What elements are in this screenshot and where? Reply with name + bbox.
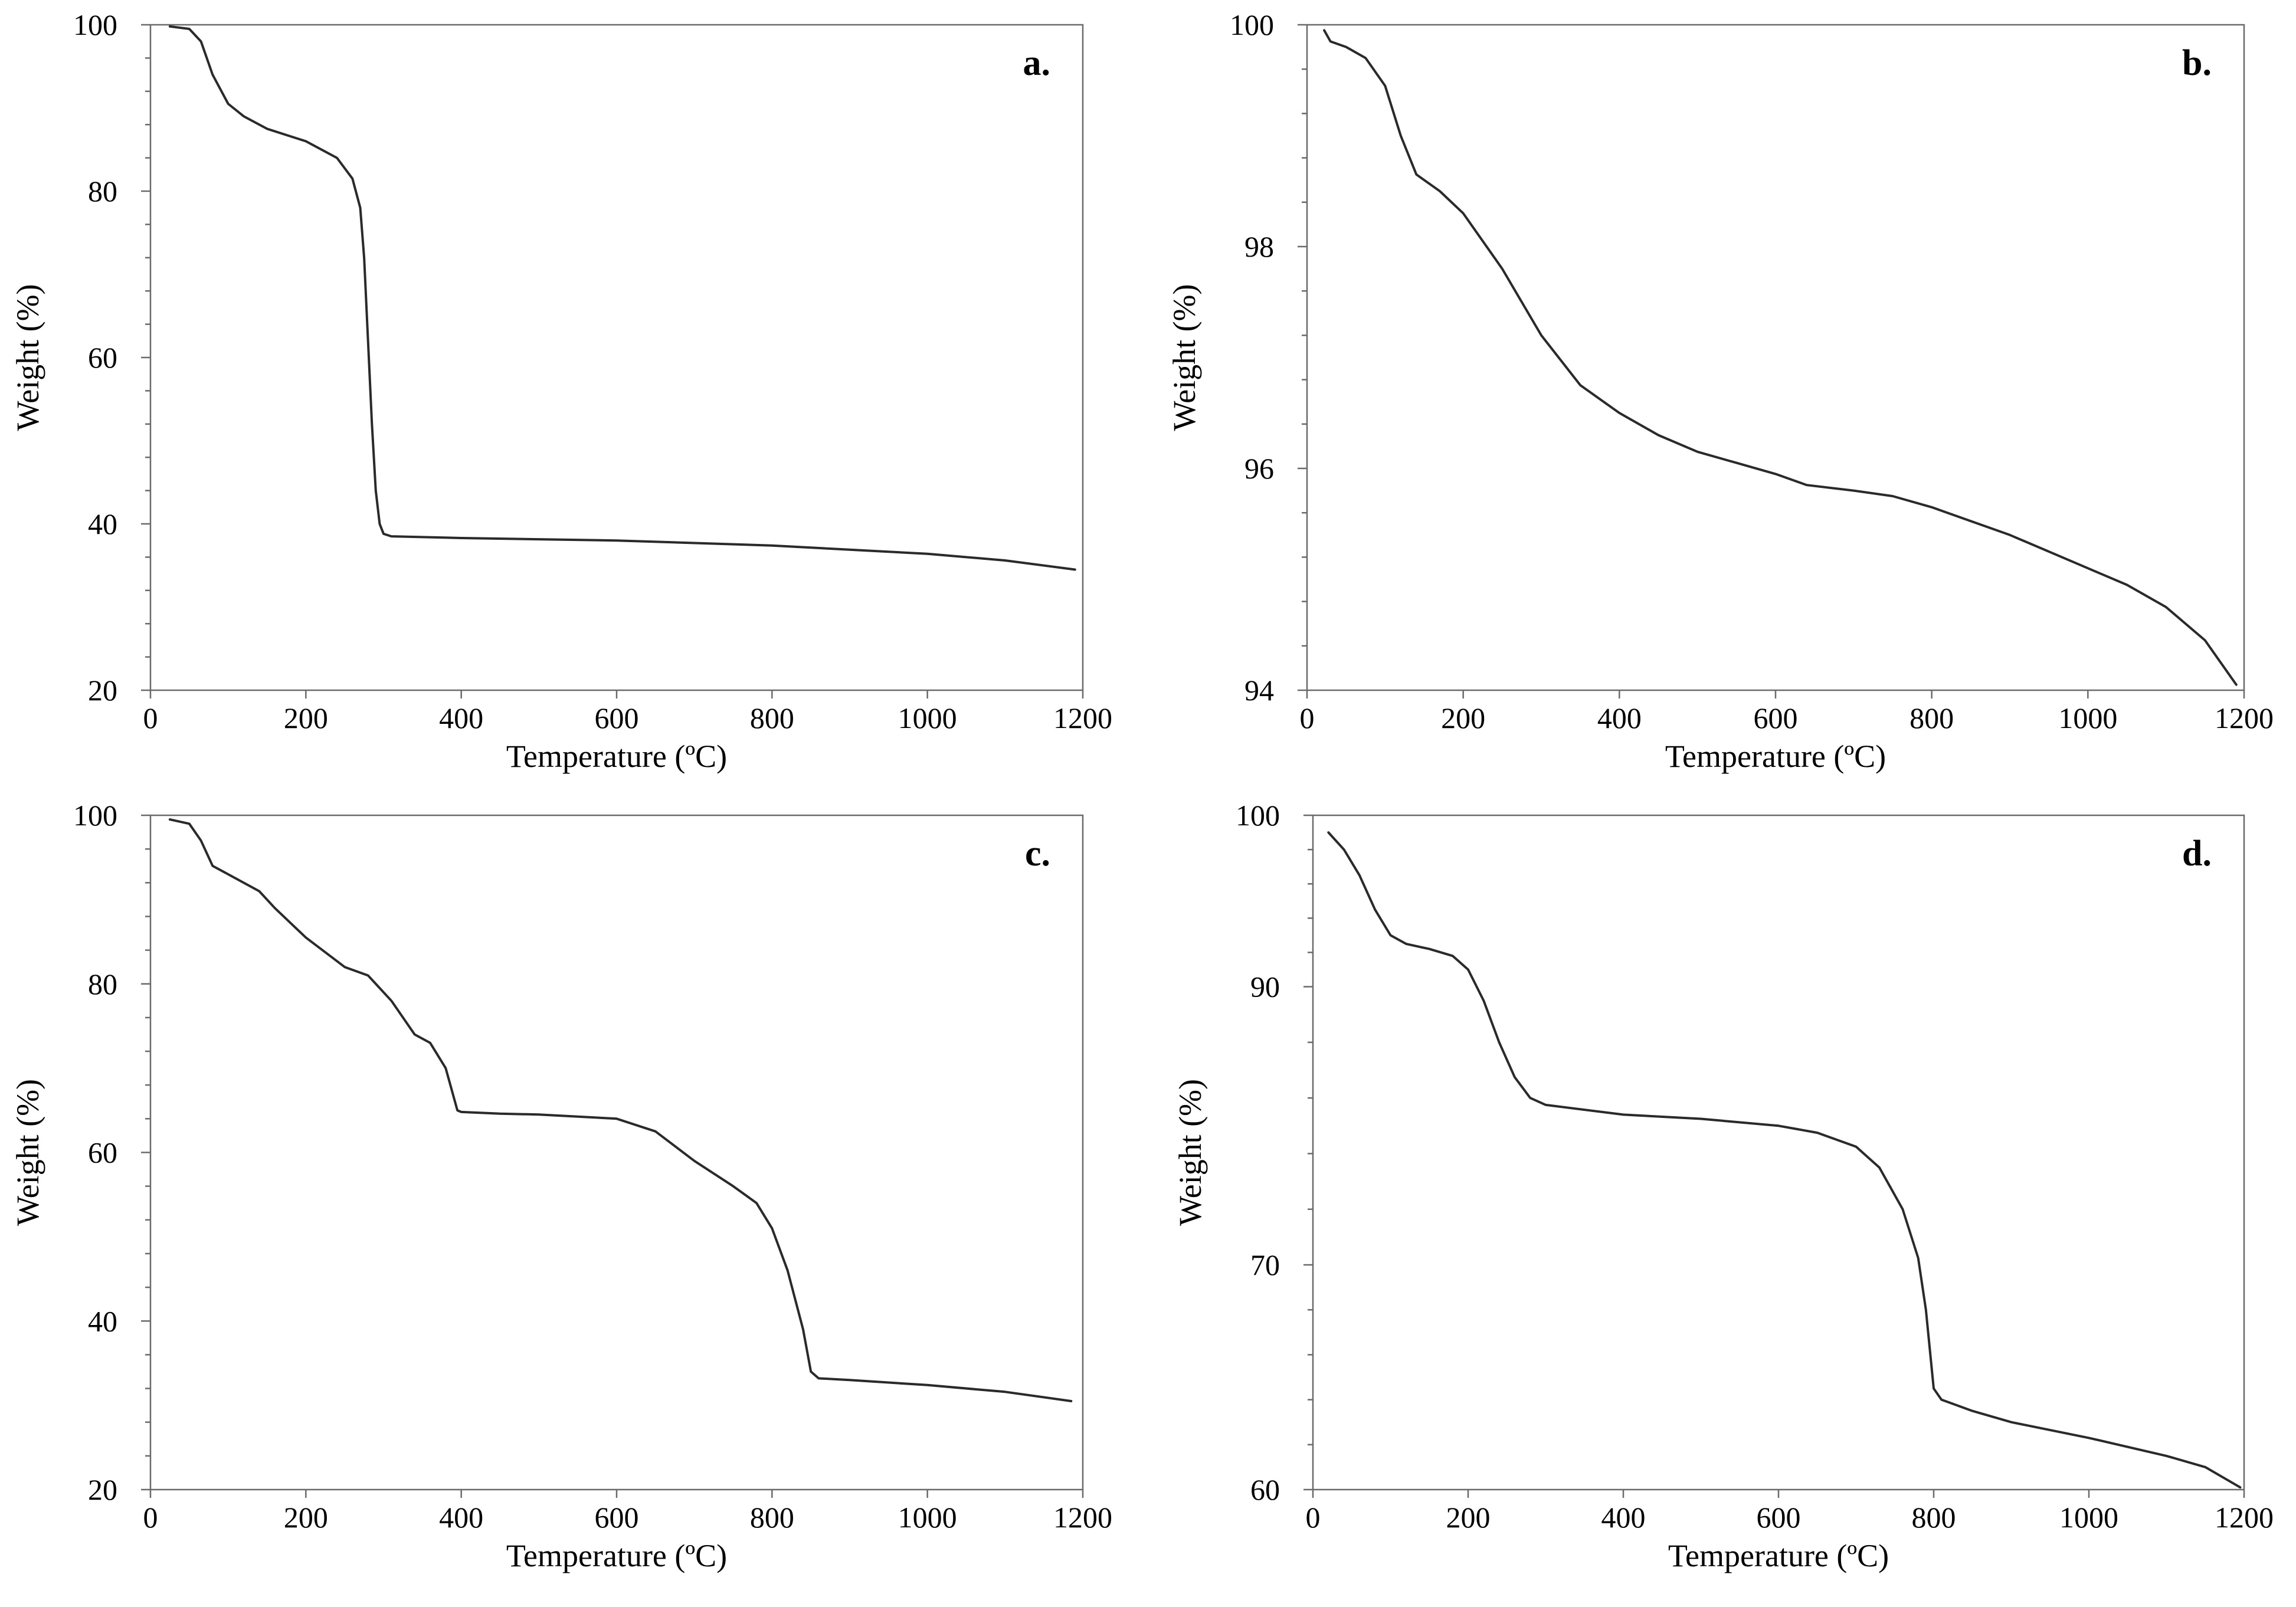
x-tick-label: 1200 — [2215, 1501, 2274, 1534]
weight-loss-curve — [1327, 831, 2242, 1489]
chart-panel-1: 0 200 400 600 800 1000 1200 20 40 60 80 100 Temperat… — [10, 8, 1112, 774]
y-tick-label: 60 — [88, 1136, 117, 1169]
y-tick-label: 100 — [1230, 8, 1274, 41]
x-tick-label: 400 — [1601, 1501, 1646, 1534]
x-tick-label: 1200 — [2215, 701, 2274, 734]
plot-frame — [1306, 24, 2245, 691]
x-axis-title: Temperature (ºC) — [506, 1538, 727, 1573]
x-axis-title: Temperature (ºC) — [1665, 739, 1886, 774]
y-tick-label: 20 — [88, 1473, 117, 1506]
x-tick-label: 400 — [439, 701, 483, 734]
x-tick-label: 800 — [750, 1501, 794, 1534]
y-tick-label: 100 — [73, 799, 117, 832]
x-tick-label: 0 — [1306, 1501, 1321, 1534]
y-tick-label: 94 — [1244, 674, 1274, 707]
x-axis-title: Temperature (ºC) — [1668, 1538, 1889, 1573]
panel-label: a. — [1023, 43, 1051, 83]
panel-label: d. — [2182, 834, 2212, 874]
x-tick-label: 1200 — [1053, 1501, 1112, 1534]
x-tick-label: 1000 — [2059, 1501, 2118, 1534]
x-tick-label: 1000 — [2058, 701, 2117, 734]
x-tick-label: 200 — [1446, 1501, 1491, 1534]
weight-loss-curve — [168, 818, 1073, 1402]
y-tick-label: 80 — [88, 175, 117, 208]
x-tick-label: 0 — [1300, 701, 1315, 734]
y-tick-label: 40 — [88, 1304, 117, 1337]
y-axis-title: Weight (%) — [1172, 1079, 1208, 1226]
x-tick-label: 600 — [595, 1501, 639, 1534]
y-tick-label: 96 — [1244, 452, 1274, 485]
weight-loss-curve — [168, 25, 1076, 571]
x-axis-title: Temperature (ºC) — [506, 739, 727, 774]
x-tick-label: 0 — [143, 1501, 158, 1534]
x-tick-label: 800 — [1909, 701, 1954, 734]
y-tick-label: 100 — [1236, 799, 1280, 832]
y-tick-label: 70 — [1250, 1248, 1280, 1281]
x-tick-label: 400 — [1597, 701, 1642, 734]
x-tick-label: 800 — [750, 701, 794, 734]
y-tick-label: 90 — [1250, 970, 1280, 1003]
y-tick-label: 80 — [88, 968, 117, 1001]
x-tick-label: 400 — [439, 1501, 483, 1534]
y-tick-label: 60 — [88, 341, 117, 374]
x-tick-label: 200 — [284, 701, 328, 734]
panel-label: c. — [1025, 834, 1050, 874]
x-tick-label: 600 — [1757, 1501, 1801, 1534]
y-axis-title: Weight (%) — [1167, 284, 1202, 431]
x-tick-label: 0 — [143, 701, 158, 734]
panel-label: b. — [2182, 43, 2212, 83]
chart-panel-4: 0 200 400 600 800 1000 1200 60 70 90 100 Temperatur… — [1172, 799, 2274, 1573]
weight-loss-curve — [1323, 29, 2238, 686]
x-tick-label: 1000 — [898, 701, 957, 734]
chart-panel-2: 0 200 400 600 800 1000 1200 94 96 98 100 Temperatur… — [1167, 8, 2274, 774]
y-tick-label: 40 — [88, 507, 117, 540]
y-axis-title: Weight (%) — [10, 284, 45, 431]
x-tick-label: 600 — [595, 701, 639, 734]
x-tick-label: 200 — [284, 1501, 328, 1534]
y-tick-label: 20 — [88, 674, 117, 707]
y-axis-title: Weight (%) — [10, 1079, 45, 1226]
plot-frame — [149, 814, 1084, 1491]
chart-panel-3: 0 200 400 600 800 1000 1200 20 40 60 80 100 Temperat… — [10, 799, 1112, 1573]
plot-frame — [1312, 814, 2245, 1491]
y-tick-label: 100 — [73, 8, 117, 41]
x-tick-label: 800 — [1912, 1501, 1956, 1534]
x-tick-label: 600 — [1754, 701, 1798, 734]
x-tick-label: 200 — [1441, 701, 1485, 734]
plot-frame — [149, 24, 1084, 691]
y-tick-label: 98 — [1244, 230, 1274, 263]
x-tick-label: 1000 — [898, 1501, 957, 1534]
x-tick-label: 1200 — [1053, 701, 1112, 734]
y-tick-label: 60 — [1250, 1473, 1280, 1506]
